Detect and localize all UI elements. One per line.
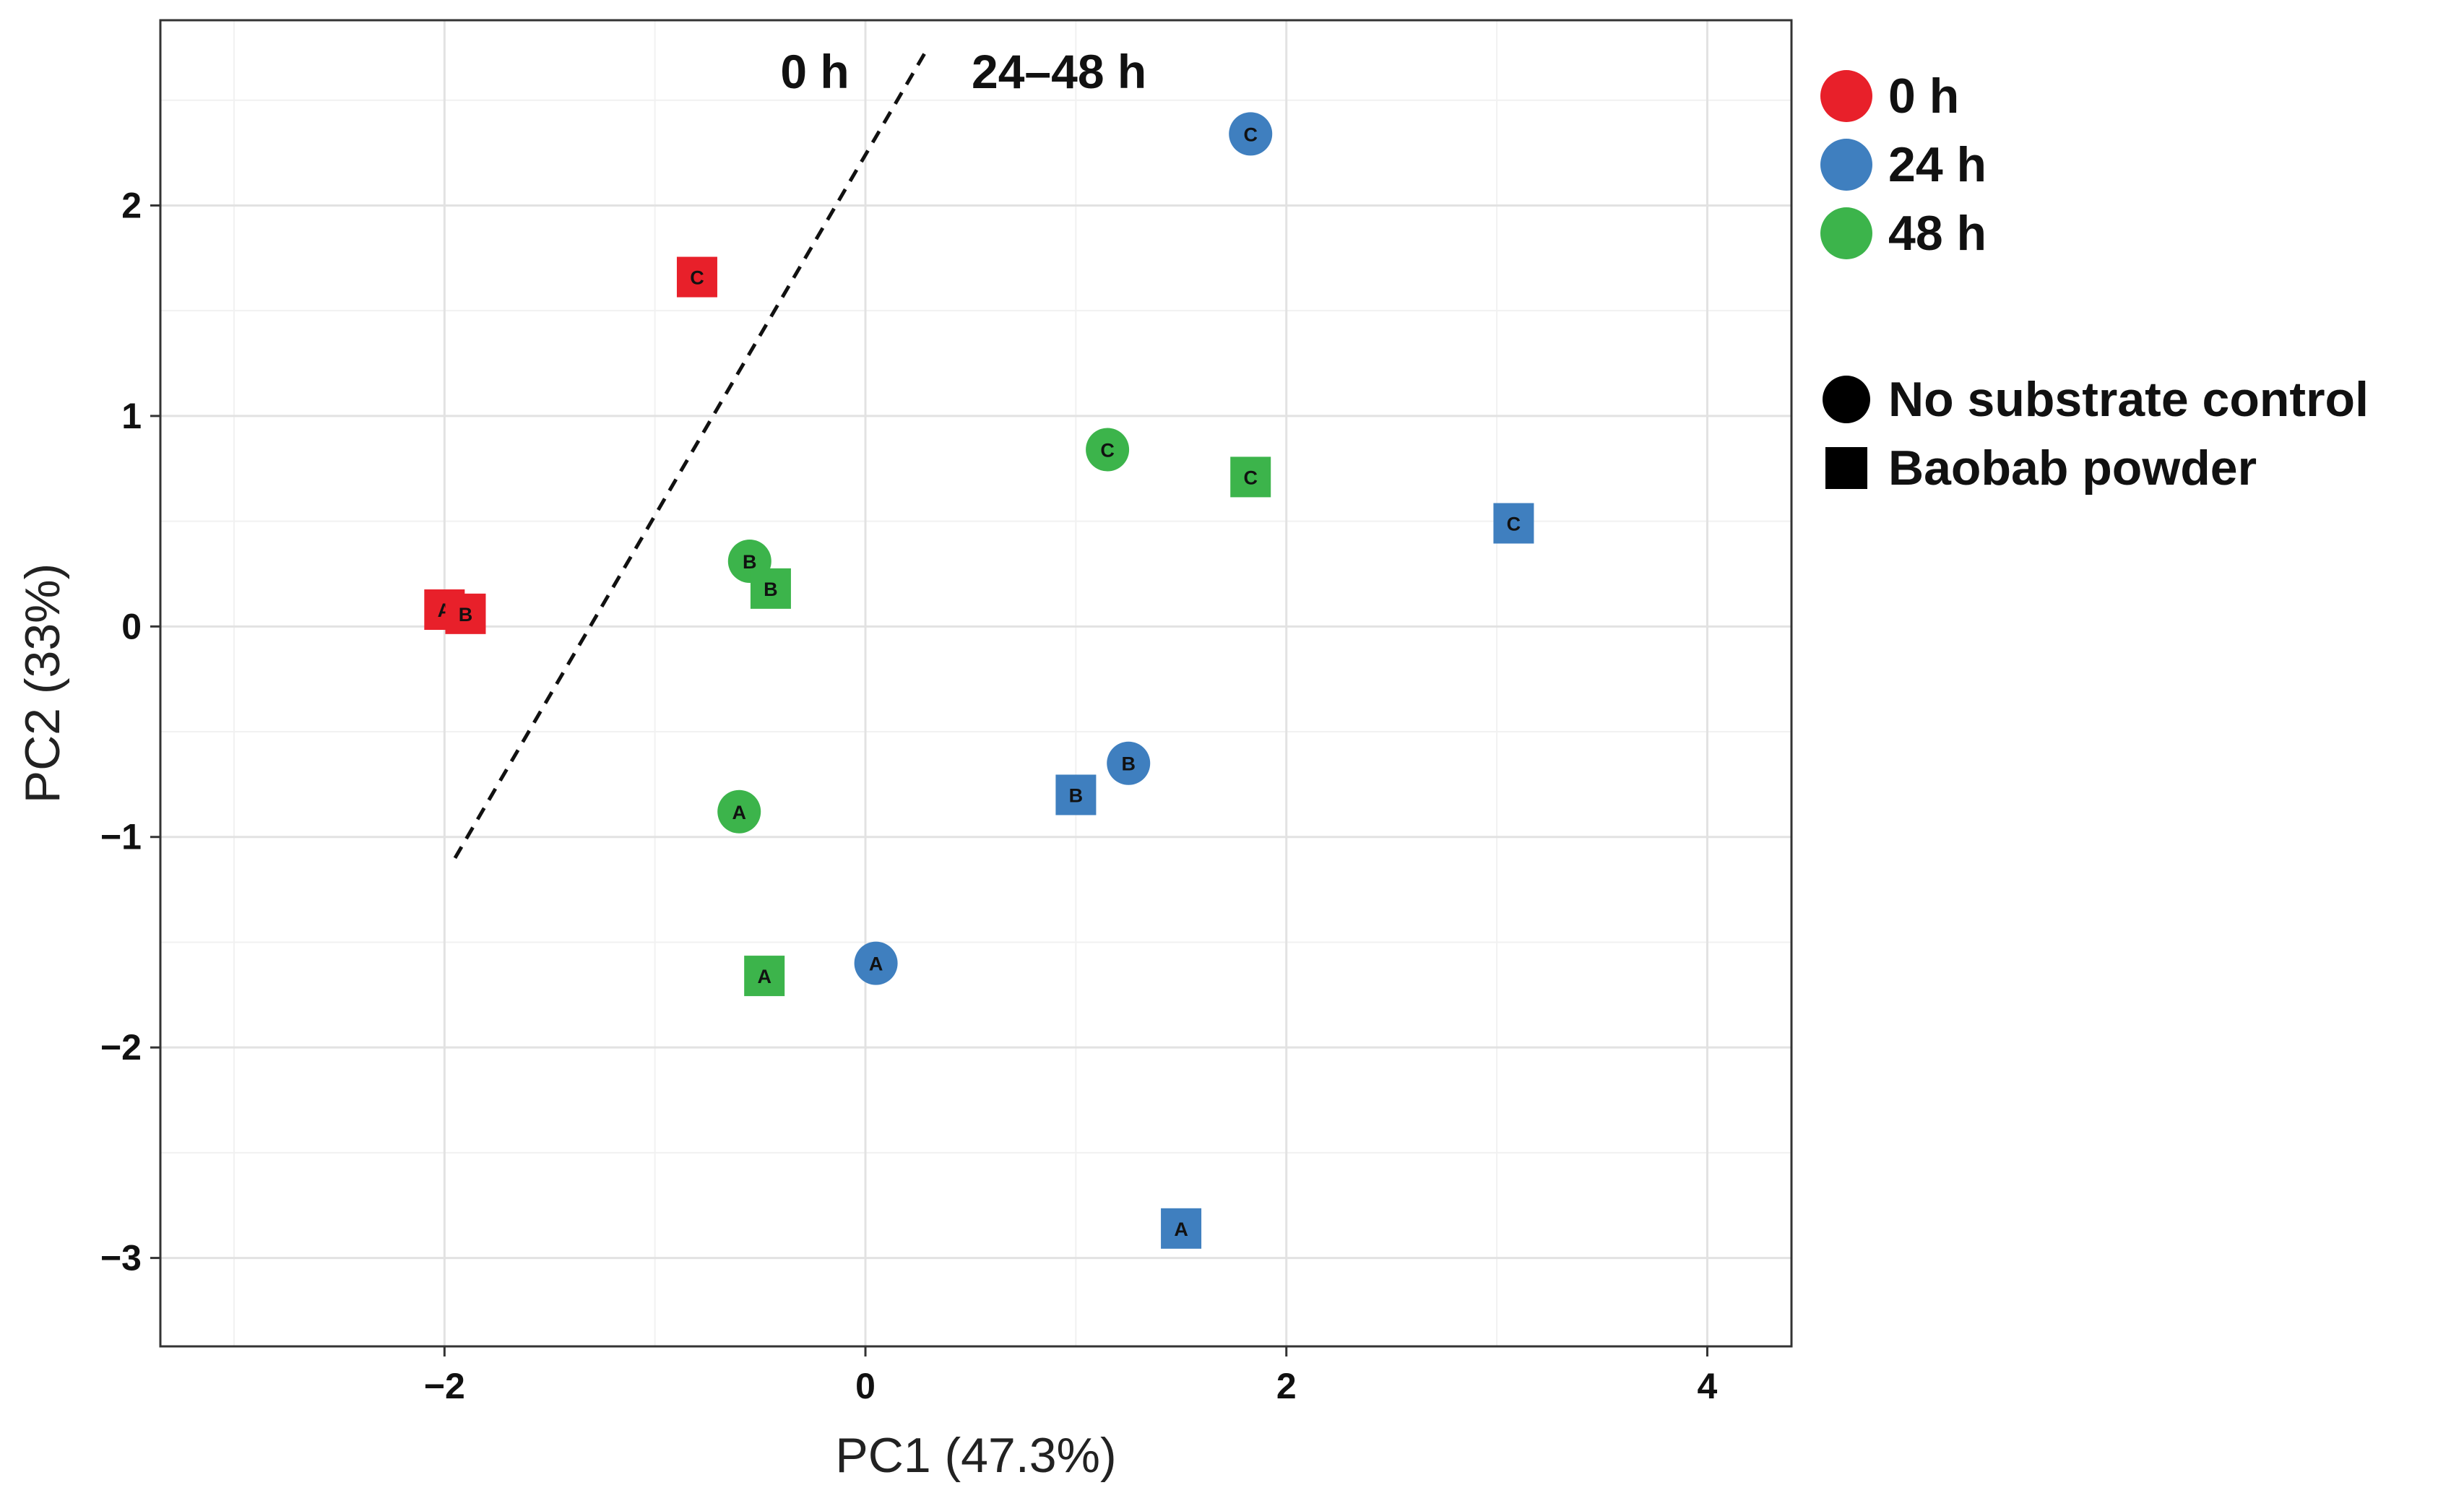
point-square-marker — [1055, 774, 1097, 815]
point-label: C — [1507, 514, 1521, 535]
data-point: C — [676, 256, 717, 298]
point-square-marker — [1161, 1208, 1202, 1249]
data-point: A — [1161, 1208, 1202, 1249]
legend: 0 h 24 h 48 h No substrate control Baoba… — [1820, 61, 2369, 502]
point-square-marker — [676, 256, 717, 298]
point-circle-marker — [717, 789, 761, 834]
data-point: B — [1055, 774, 1097, 815]
y-tick-label: −2 — [100, 1027, 142, 1068]
legend-item-0h: 0 h — [1820, 61, 2369, 130]
x-tick-label: 0 — [855, 1366, 876, 1406]
y-axis-title: PC2 (33%) — [15, 563, 70, 804]
point-label: A — [732, 802, 746, 823]
legend-item-48h: 48 h — [1820, 199, 2369, 267]
x-tick-label: −2 — [424, 1366, 465, 1406]
point-label: B — [459, 604, 473, 626]
y-tick-label: 2 — [121, 185, 142, 225]
y-tick-label: 0 — [121, 606, 142, 646]
plot-frame — [159, 19, 1793, 1348]
x-axis: −2 0 2 4 — [424, 1346, 1718, 1406]
point-label: C — [1243, 467, 1258, 488]
legend-item-baobab: Baobab powder — [1820, 433, 2369, 502]
data-point: B — [750, 568, 791, 609]
point-label: A — [1174, 1219, 1188, 1240]
point-label: B — [1069, 784, 1084, 806]
data-point: C — [1229, 112, 1273, 156]
x-axis-title: PC1 (47.3%) — [835, 1428, 1116, 1483]
point-square-marker — [445, 593, 486, 634]
data-point: B — [1107, 741, 1151, 785]
point-label: B — [1121, 753, 1136, 775]
point-label: C — [1100, 440, 1115, 462]
point-square-marker — [750, 568, 791, 609]
legend-label-baobab: Baobab powder — [1888, 440, 2257, 495]
legend-label-48h: 48 h — [1888, 205, 1987, 261]
legend-square-icon — [1825, 446, 1867, 489]
data-point: A — [854, 941, 898, 985]
legend-item-no-substrate: No substrate control — [1820, 365, 2369, 433]
data-point: B — [445, 593, 486, 634]
point-circle-marker — [1229, 112, 1273, 156]
x-tick-label: 4 — [1698, 1366, 1718, 1406]
data-point: C — [1230, 456, 1271, 498]
point-label: C — [690, 267, 704, 289]
point-circle-marker — [1107, 741, 1151, 785]
grid — [160, 20, 1791, 1346]
legend-swatch-24h — [1820, 138, 1872, 191]
y-tick-label: 1 — [121, 396, 142, 436]
legend-label-0h: 0 h — [1888, 68, 1960, 124]
y-axis: −3 −2 −1 0 1 2 — [100, 185, 160, 1278]
point-label: A — [869, 953, 883, 975]
data-point: C — [1086, 428, 1130, 472]
annotation-24-48h: 24–48 h — [972, 45, 1146, 98]
point-label: A — [757, 966, 771, 987]
legend-swatch-0h — [1820, 69, 1872, 122]
legend-swatch-48h — [1820, 207, 1872, 259]
legend-label-24h: 24 h — [1888, 137, 1987, 192]
y-tick-label: −3 — [100, 1238, 142, 1278]
y-tick-label: −1 — [100, 817, 142, 857]
data-point: C — [1493, 503, 1534, 544]
point-label: B — [743, 551, 757, 573]
data-point: A — [744, 956, 785, 997]
plot-background — [160, 20, 1791, 1346]
point-square-marker — [1230, 456, 1271, 498]
point-label: B — [764, 579, 778, 600]
annotation-0h: 0 h — [780, 45, 849, 98]
legend-item-24h: 24 h — [1820, 130, 2369, 199]
data-point: A — [717, 789, 761, 834]
legend-label-no-substrate: No substrate control — [1888, 371, 2369, 427]
point-square-marker — [744, 956, 785, 997]
point-circle-marker — [1086, 428, 1130, 472]
point-square-marker — [1493, 503, 1534, 544]
point-label: C — [1243, 124, 1258, 145]
legend-circle-icon — [1823, 375, 1870, 423]
x-tick-label: 2 — [1276, 1366, 1297, 1406]
point-circle-marker — [854, 941, 898, 985]
